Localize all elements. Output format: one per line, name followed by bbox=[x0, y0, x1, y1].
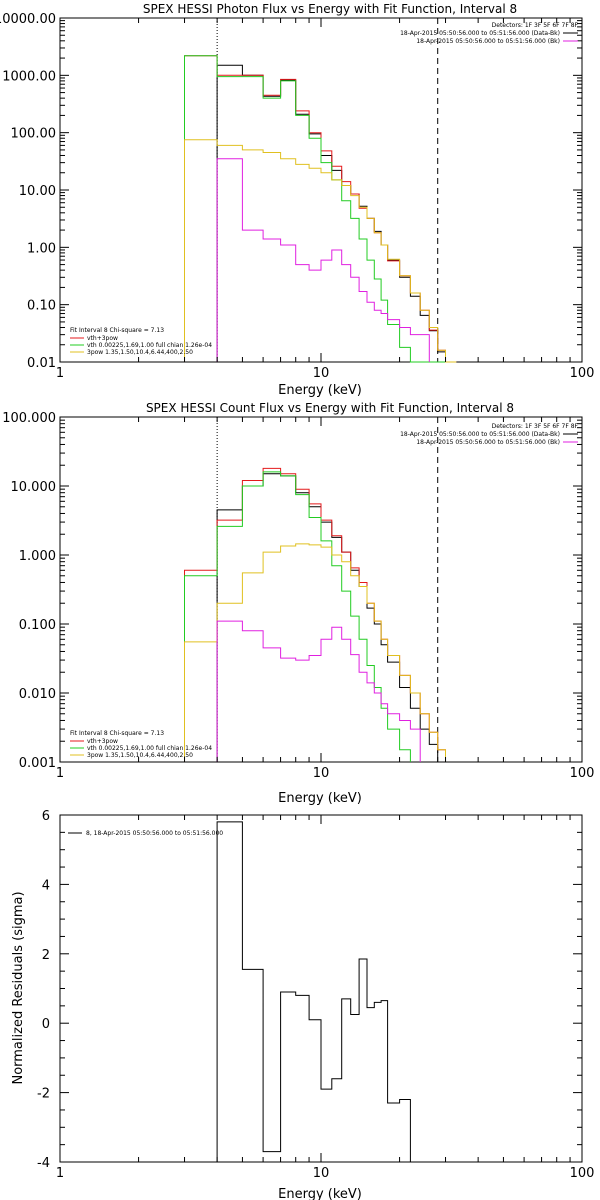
detectors-line: Detectors: 1F 3F 5F 6F 7F 8F bbox=[492, 22, 579, 29]
bk-range-line: 18-Apr-2015 05:50:56.000 to 05:51:56.000… bbox=[416, 38, 560, 45]
series-group bbox=[184, 417, 446, 762]
y-tick-label: 10.000 bbox=[11, 480, 57, 495]
x-axis-label: Energy (keV) bbox=[278, 1187, 362, 1200]
legend-label-3pow: 3pow 1.35,1.50,10.4,6.44,400,2.50 bbox=[87, 752, 193, 759]
y-tick-label: 0.01 bbox=[27, 356, 56, 371]
fit-legend-title: Fit Interval 8 Chi-square = 7.13 bbox=[70, 327, 164, 334]
series-group bbox=[184, 18, 457, 363]
series-histogram-3pow bbox=[184, 543, 446, 762]
series-histogram-3pow bbox=[184, 139, 457, 363]
residuals-panel: 1 10 100 -4 -2 0 2 4 6 Energy (keV) Normalized R… bbox=[11, 809, 594, 1200]
y-tick-label: -4 bbox=[37, 1156, 50, 1171]
legend-label-vth: vth 0.00225,1.69,1.00 full chian 1.26e-0… bbox=[87, 342, 212, 349]
panel-title: SPEX HESSI Count Flux vs Energy with Fit… bbox=[146, 401, 514, 415]
y-tick-label: 0.10 bbox=[27, 299, 56, 314]
y-tick-label: 1000.00 bbox=[2, 69, 56, 84]
y-tick-label: 0.010 bbox=[19, 687, 56, 702]
legend-label-vth: vth 0.00225,1.69,1.00 full chian 1.26e-0… bbox=[87, 745, 212, 752]
y-tick-label: 2 bbox=[42, 948, 50, 963]
series-histogram-vth bbox=[184, 55, 446, 363]
time-range-line: 18-Apr-2015 05:50:56.000 to 05:51:56.000… bbox=[400, 431, 560, 438]
axis-ticks: 1 10 100 0.001 0.010 0.100 1.000 10.000 100.000 bbox=[2, 411, 594, 781]
y-tick-label: 100.00 bbox=[11, 127, 57, 142]
x-axis-label: Energy (keV) bbox=[278, 383, 362, 398]
axis-ticks: 1 10 100 -4 -2 0 2 4 6 bbox=[37, 809, 594, 1181]
series-group bbox=[216, 821, 438, 1163]
legend-label-vth3pow: vth+3pow bbox=[87, 335, 118, 342]
x-tick-label: 10 bbox=[313, 366, 330, 381]
bk-range-line: 18-Apr-2015 05:50:56.000 to 05:51:56.000… bbox=[416, 439, 560, 446]
series-histogram-background bbox=[216, 158, 430, 362]
y-tick-label: 0 bbox=[42, 1017, 50, 1032]
y-axis-label: Normalized Residuals (sigma) bbox=[11, 891, 26, 1084]
x-tick-label: 100 bbox=[570, 1166, 595, 1181]
series-histogram-background bbox=[216, 620, 421, 762]
y-tick-label: 1.000 bbox=[19, 549, 56, 564]
x-tick-label: 1 bbox=[56, 766, 64, 781]
x-tick-label: 1 bbox=[56, 366, 64, 381]
series-histogram-vth bbox=[184, 471, 411, 762]
x-tick-label: 100 bbox=[570, 766, 595, 781]
detectors-line: Detectors: 1F 3F 5F 6F 7F 8F bbox=[492, 423, 579, 430]
legend-label-residual: 8, 18-Apr-2015 05:50:56.000 to 05:51:56.… bbox=[86, 830, 223, 837]
y-tick-label: 10000.00 bbox=[0, 12, 56, 27]
y-tick-label: -2 bbox=[37, 1087, 50, 1102]
x-tick-label: 1 bbox=[56, 1166, 64, 1181]
count-flux-panel: SPEX HESSI Count Flux vs Energy with Fit… bbox=[2, 401, 594, 806]
legend-label-3pow: 3pow 1.35,1.50,10.4,6.44,400,2.50 bbox=[87, 349, 193, 356]
x-tick-label: 100 bbox=[570, 366, 595, 381]
time-range-line: 18-Apr-2015 05:50:56.000 to 05:51:56.000… bbox=[400, 30, 560, 37]
x-tick-label: 10 bbox=[313, 1166, 330, 1181]
photon-flux-panel: SPEX HESSI Photon Flux vs Energy with Fi… bbox=[0, 2, 594, 398]
x-tick-label: 10 bbox=[313, 766, 330, 781]
legend-label-vth3pow: vth+3pow bbox=[87, 738, 118, 745]
axis-ticks: 1 10 100 0.01 0.10 1.00 10.00 100.00 1000.00 1000… bbox=[0, 12, 594, 381]
y-tick-label: 10.00 bbox=[19, 184, 56, 199]
y-tick-label: 4 bbox=[42, 878, 50, 893]
y-tick-label: 6 bbox=[42, 809, 50, 824]
y-tick-label: 100.000 bbox=[2, 411, 56, 426]
panel-title: SPEX HESSI Photon Flux vs Energy with Fi… bbox=[143, 2, 517, 16]
y-tick-label: 0.100 bbox=[19, 618, 56, 633]
y-tick-label: 1.00 bbox=[27, 241, 56, 256]
fit-legend-title: Fit Interval 8 Chi-square = 7.13 bbox=[70, 730, 164, 737]
series-histogram-8-18-apr-2015-05-50-56-000-to- bbox=[216, 821, 438, 1163]
y-tick-label: 0.001 bbox=[19, 756, 56, 771]
x-axis-label: Energy (keV) bbox=[278, 791, 362, 806]
